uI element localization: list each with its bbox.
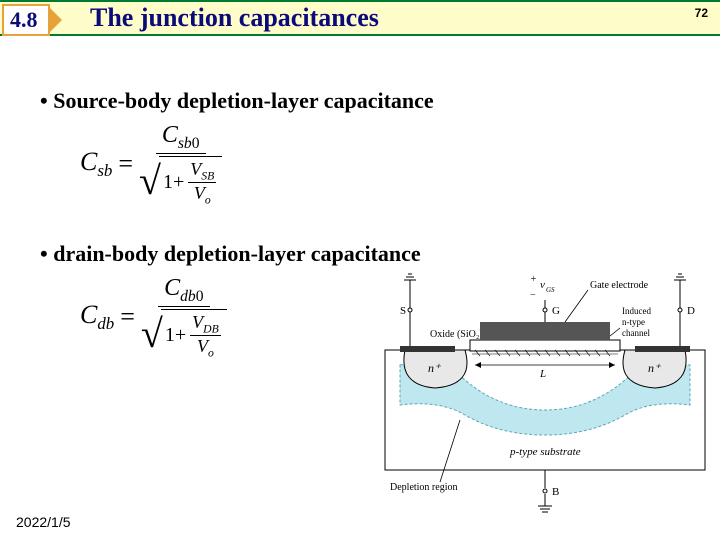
section-number-box: 4.8 xyxy=(2,4,50,36)
label-nplus-l: n⁺ xyxy=(428,361,442,375)
eq1-lhs: Csb xyxy=(80,147,112,181)
sqrt-icon: √ xyxy=(141,324,163,344)
label-vgs: + xyxy=(530,274,537,285)
label-depletion: Depletion region xyxy=(390,482,457,493)
svg-text:channel: channel xyxy=(622,328,650,338)
label-L: L xyxy=(539,368,546,380)
drain-contact xyxy=(635,346,690,352)
eq1-numerator: Csb0 xyxy=(156,122,206,154)
eq2-fraction: Cdb0 √ 1+ VDB Vo xyxy=(141,275,227,360)
label-G: G xyxy=(552,305,560,317)
eq2-lhs: Cdb xyxy=(80,300,114,334)
label-gate-electrode: Gate electrode xyxy=(590,280,649,291)
label-B: B xyxy=(552,486,559,498)
eq1-denominator: √ 1+ VSB Vo xyxy=(139,154,222,207)
section-number: 4.8 xyxy=(10,7,38,33)
label-S: S xyxy=(400,305,406,317)
label-induced: Induced xyxy=(622,306,651,316)
svg-text:n-type: n-type xyxy=(622,317,645,327)
page-number: 72 xyxy=(695,6,708,20)
slide: 4.8 The junction capacitances 72 Source-… xyxy=(0,0,720,540)
equals-sign: = xyxy=(118,149,133,179)
footer-date: 2022/1/5 xyxy=(16,514,71,530)
equals-sign: = xyxy=(120,302,135,332)
page-title: The junction capacitances xyxy=(90,3,379,33)
source-contact xyxy=(400,346,455,352)
mosfet-diagram: + v GS − Gate electrode S G D Oxide (SiO… xyxy=(380,270,710,520)
equation-csb: Csb = Csb0 √ 1+ VSB Vo xyxy=(80,122,700,207)
svg-text:GS: GS xyxy=(546,286,555,294)
title-bar: 4.8 The junction capacitances xyxy=(0,0,720,36)
eq2-denominator: √ 1+ VDB Vo xyxy=(141,307,227,360)
label-nplus-r: n⁺ xyxy=(648,361,662,375)
bullet-drain-body: drain-body depletion-layer capacitance xyxy=(40,241,700,267)
svg-text:−: − xyxy=(530,290,536,301)
gate-electrode xyxy=(480,322,610,340)
label-vgs-text: v xyxy=(540,279,545,291)
eq2-numerator: Cdb0 xyxy=(158,275,209,307)
oxide-layer xyxy=(470,340,620,351)
label-D: D xyxy=(687,305,695,317)
sqrt-icon: √ xyxy=(139,171,161,191)
bullet-source-body: Source-body depletion-layer capacitance xyxy=(40,88,700,114)
label-substrate: p-type substrate xyxy=(509,446,581,458)
label-oxide: Oxide (SiO₂) xyxy=(430,329,483,340)
eq1-fraction: Csb0 √ 1+ VSB Vo xyxy=(139,122,222,207)
